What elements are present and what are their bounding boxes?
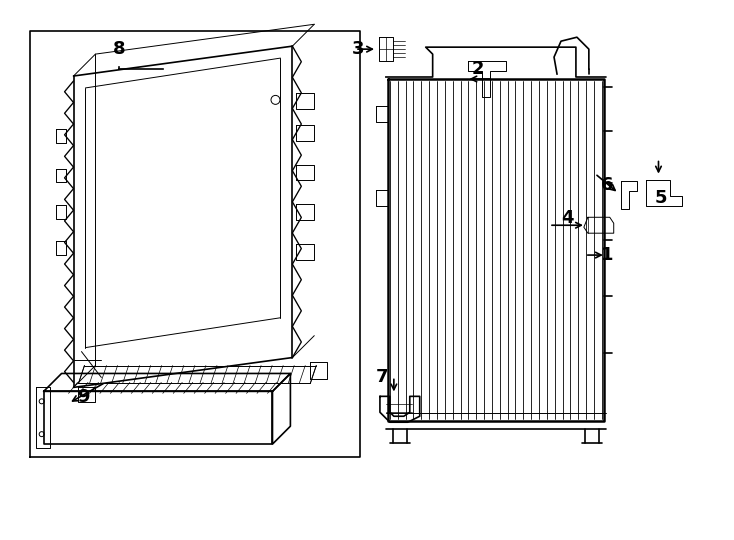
Text: 3: 3 — [352, 40, 364, 58]
Text: 6: 6 — [600, 177, 613, 194]
Text: 8: 8 — [113, 40, 126, 58]
Text: 5: 5 — [654, 190, 666, 207]
Text: 9: 9 — [77, 388, 90, 406]
Text: 4: 4 — [561, 210, 573, 227]
Text: 2: 2 — [471, 60, 484, 78]
Text: 1: 1 — [600, 246, 613, 264]
Text: 7: 7 — [376, 368, 388, 387]
